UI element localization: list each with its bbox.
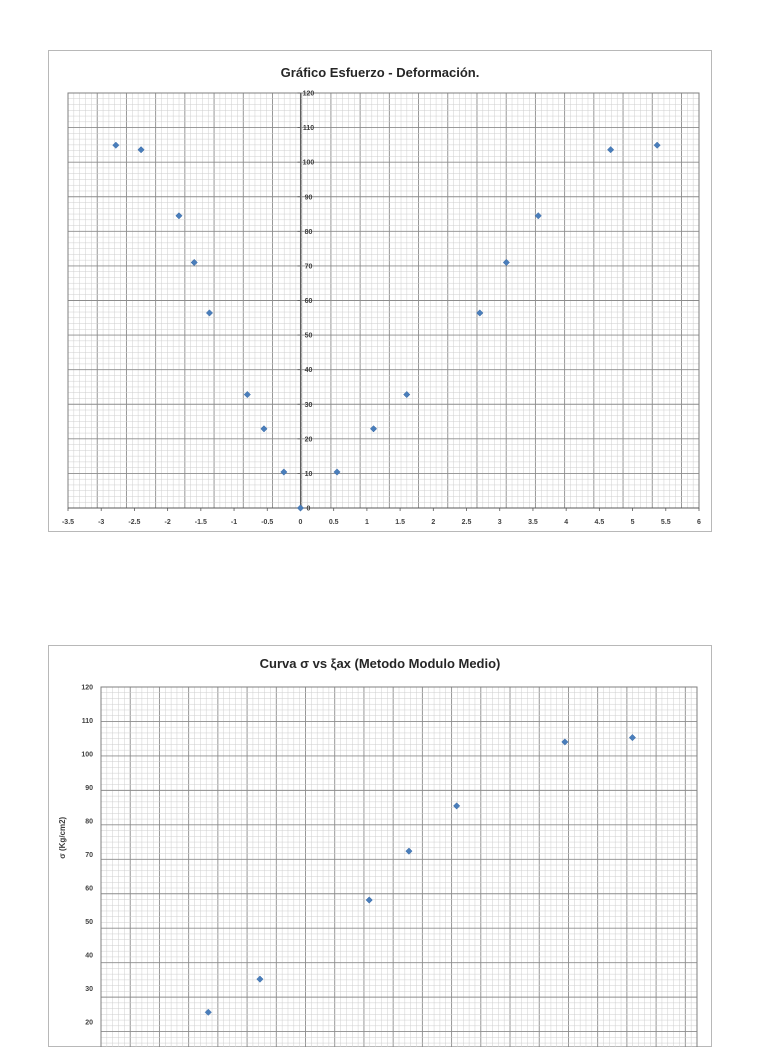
y-tick-label: 120 (81, 685, 93, 692)
y-tick-label: 100 (81, 752, 93, 759)
y-tick-label: 0 (307, 506, 311, 513)
data-point (256, 975, 264, 983)
data-point (502, 258, 510, 267)
x-tick-label: -2 (165, 519, 171, 526)
y-tick-label: 70 (305, 263, 313, 270)
data-point (534, 212, 542, 220)
data-point (628, 734, 636, 742)
data-point (260, 425, 268, 433)
y-axis-label: σ (Kg/cm2) (58, 816, 67, 858)
data-point (365, 896, 373, 904)
data-point (205, 309, 214, 317)
x-tick-label: 4 (564, 519, 568, 526)
x-tick-label: -0.5 (261, 519, 273, 526)
x-tick-label: -1 (231, 519, 237, 526)
chart-title: Gráfico Esfuerzo - Deformación. (280, 65, 480, 80)
data-point (333, 468, 341, 476)
sigma-curve-plot: 20 30 40 50 60 70 80 90 100 110 120 σ (Kg/cm2) (58, 685, 698, 1047)
stress-strain-chart: Gráfico Esfuerzo - Deformación. 0 10 20 30 4… (48, 50, 712, 532)
grid (67, 92, 700, 509)
sigma-curve-chart: Curva σ vs ξax (Metodo Modulo Medio) 20 3… (48, 645, 712, 1047)
x-tick-label: 3.5 (528, 519, 538, 526)
y-tick-label: 80 (85, 819, 93, 826)
data-point (175, 212, 183, 220)
x-tick-label: 0.5 (329, 519, 339, 526)
x-tick-label: 1 (365, 519, 369, 526)
data-point (204, 1008, 212, 1016)
data-point (112, 141, 120, 149)
chart-title: Curva σ vs ξax (Metodo Modulo Medio) (259, 656, 501, 671)
data-point (453, 802, 461, 810)
y-tick-label: 50 (305, 333, 313, 340)
y-tick-label: 120 (303, 91, 315, 98)
data-point (137, 146, 145, 154)
y-tick-label: 110 (303, 125, 314, 132)
y-tick-label: 20 (305, 436, 313, 443)
x-tick-label: 1.5 (395, 519, 405, 526)
data-point (561, 738, 569, 746)
data-point (405, 847, 413, 855)
y-tick-label: 60 (85, 886, 93, 893)
data-point (369, 425, 378, 433)
y-tick-label: 30 (85, 986, 93, 993)
y-tick-label: 80 (305, 229, 313, 236)
data-point (607, 146, 615, 154)
y-tick-label: 60 (305, 298, 313, 305)
y-tick-label: 100 (303, 160, 315, 167)
x-tick-label: 4.5 (595, 519, 605, 526)
data-point (296, 504, 305, 512)
y-tick-label: 40 (85, 953, 93, 960)
x-tick-label: 0 (299, 519, 303, 526)
x-tick-label: 2.5 (462, 519, 472, 526)
x-tick-label: 3 (498, 519, 502, 526)
x-tick-label: 5 (631, 519, 635, 526)
y-tick-label: 90 (305, 194, 313, 201)
data-point (403, 391, 411, 399)
x-tick-label: 6 (697, 519, 701, 526)
x-tick-label: 2 (431, 519, 435, 526)
x-tick-label: -1.5 (195, 519, 207, 526)
y-tick-label: 40 (305, 367, 313, 374)
x-tick-label: -3.5 (62, 519, 74, 526)
y-tick-label: 70 (85, 852, 93, 859)
y-tick-label: 50 (85, 919, 93, 926)
y-tick-label: 10 (305, 471, 313, 478)
data-point (280, 468, 288, 476)
x-tick-label: -2.5 (128, 519, 140, 526)
data-point (243, 391, 251, 399)
data-point (653, 141, 661, 149)
y-tick-label: 90 (85, 785, 93, 792)
data-point (190, 258, 198, 267)
y-tick-label: 20 (85, 1020, 93, 1027)
x-tick-label: -3 (98, 519, 104, 526)
y-tick-label: 110 (82, 718, 93, 725)
plot-border (100, 686, 698, 1047)
grid (100, 686, 698, 1047)
x-tick-label: 5.5 (661, 519, 671, 526)
data-point (476, 309, 484, 317)
y-tick-label: 30 (305, 402, 313, 409)
